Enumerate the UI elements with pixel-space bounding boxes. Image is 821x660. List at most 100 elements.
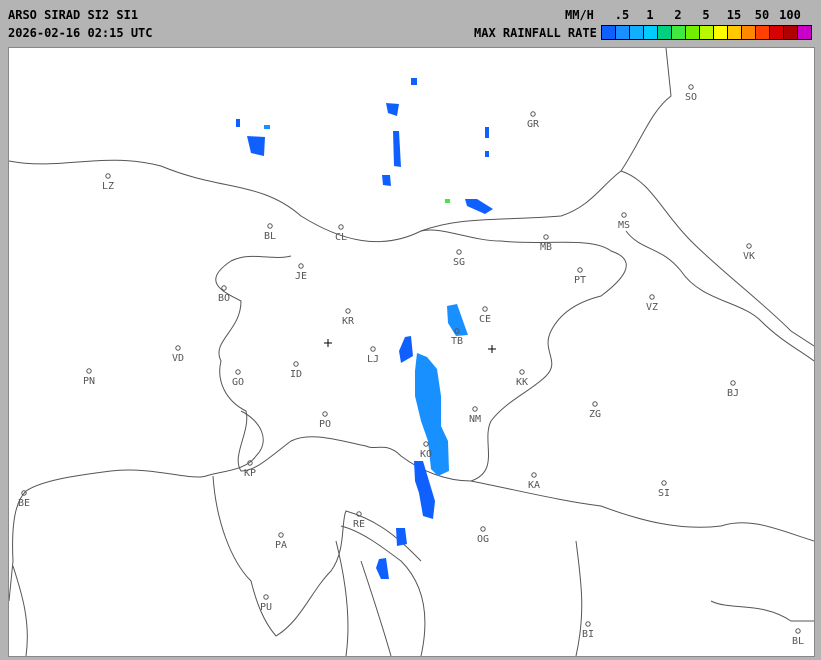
timestamp: 2026-02-16 02:15 UTC [8,26,153,40]
place-ms: MS [618,212,630,231]
legend-color-box [770,26,784,39]
place-marker-icon [175,345,181,351]
place-po: PO [319,411,331,430]
place-je: JE [295,263,307,282]
place-bj: BJ [727,380,739,399]
place-marker-icon [531,472,537,478]
place-marker-icon [482,306,488,312]
place-label: TB [451,336,463,347]
place-ko: KO [420,441,432,460]
place-label: NM [469,414,481,425]
place-cl: CL [335,224,347,243]
legend-tick: 2 [674,8,682,22]
place-marker-icon [592,401,598,407]
legend-color-box [616,26,630,39]
radar-site-cross-icon [324,339,332,347]
place-og: OG [477,526,489,545]
place-label: BL [264,231,276,242]
place-vk: VK [743,243,755,262]
place-label: OG [477,534,489,545]
legend-tick: 50 [754,8,770,22]
legend-tick: 100 [779,8,801,22]
place-marker-icon [221,285,227,291]
place-pa: PA [275,532,287,551]
place-marker-icon [530,111,536,117]
legend-title: MAX RAINFALL RATE [474,26,597,40]
place-label: PT [574,275,586,286]
place-vz: VZ [646,294,658,313]
place-marker-icon [543,234,549,240]
place-label: SO [685,92,697,103]
place-marker-icon [472,406,478,412]
place-label: CE [479,314,491,325]
legend-tick: 1 [646,8,654,22]
place-label: PU [260,602,272,613]
place-label: VZ [646,302,658,313]
place-marker-icon [661,480,667,486]
place-gr: GR [527,111,540,130]
rain-echoes [236,78,493,579]
place-label: ID [290,369,302,380]
place-label: BO [218,293,230,304]
legend-color-box [756,26,770,39]
place-label: BI [582,629,594,640]
place-bi: BI [582,621,594,640]
place-si: SI [658,480,670,499]
place-marker-icon [730,380,736,386]
place-kk: KK [516,369,528,388]
place-marker-icon [235,369,241,375]
legend-color-box [714,26,728,39]
place-marker-icon [263,594,269,600]
place-pu: PU [260,594,272,613]
place-go: GO [232,369,244,388]
place-bl: BL [792,628,804,647]
place-label: LJ [367,354,379,365]
place-lj: LJ [367,346,379,365]
legend-color-box [700,26,714,39]
legend-color-box [658,26,672,39]
place-label: GR [527,119,540,130]
place-label: KR [342,316,355,327]
radar-sites [324,339,496,353]
place-marker-icon [585,621,591,627]
place-be: BE [18,490,30,509]
place-marker-icon [267,223,273,229]
place-label: SG [453,257,465,268]
place-marker-icon [480,526,486,532]
place-marker-icon [649,294,655,300]
place-mb: MB [540,234,552,253]
place-marker-icon [795,628,801,634]
place-label: PN [83,376,95,387]
color-scale-legend [601,25,812,40]
legend-color-box [728,26,742,39]
place-kr: KR [342,308,355,327]
place-pn: PN [83,368,95,387]
place-zg: ZG [589,401,601,420]
place-marker-icon [356,511,362,517]
place-marker-icon [456,249,462,255]
place-label: PA [275,540,287,551]
place-marker-icon [293,361,299,367]
place-label: BE [18,498,30,509]
place-marker-icon [345,308,351,314]
legend-color-box [644,26,658,39]
place-markers: SO GR LZ BL CL MB MS VK SG JE PT BO KR CE VZ TB VD LJ PN ID… [18,84,804,647]
place-label: LZ [102,181,114,192]
place-marker-icon [454,328,460,334]
place-bo: BO [218,285,230,304]
place-sg: SG [453,249,465,268]
place-marker-icon [621,212,627,218]
place-label: MB [540,242,552,253]
legend-tick: .5 [614,8,630,22]
borders-and-coastlines [9,48,814,656]
radar-map[interactable]: SO GR LZ BL CL MB MS VK SG JE PT BO KR CE VZ TB VD LJ PN ID… [8,47,815,657]
place-marker-icon [21,490,27,496]
place-label: BL [792,636,804,647]
place-label: PO [319,419,331,430]
place-label: KA [528,480,540,491]
place-marker-icon [370,346,376,352]
place-label: GO [232,377,244,388]
place-label: KK [516,377,528,388]
place-so: SO [685,84,697,103]
